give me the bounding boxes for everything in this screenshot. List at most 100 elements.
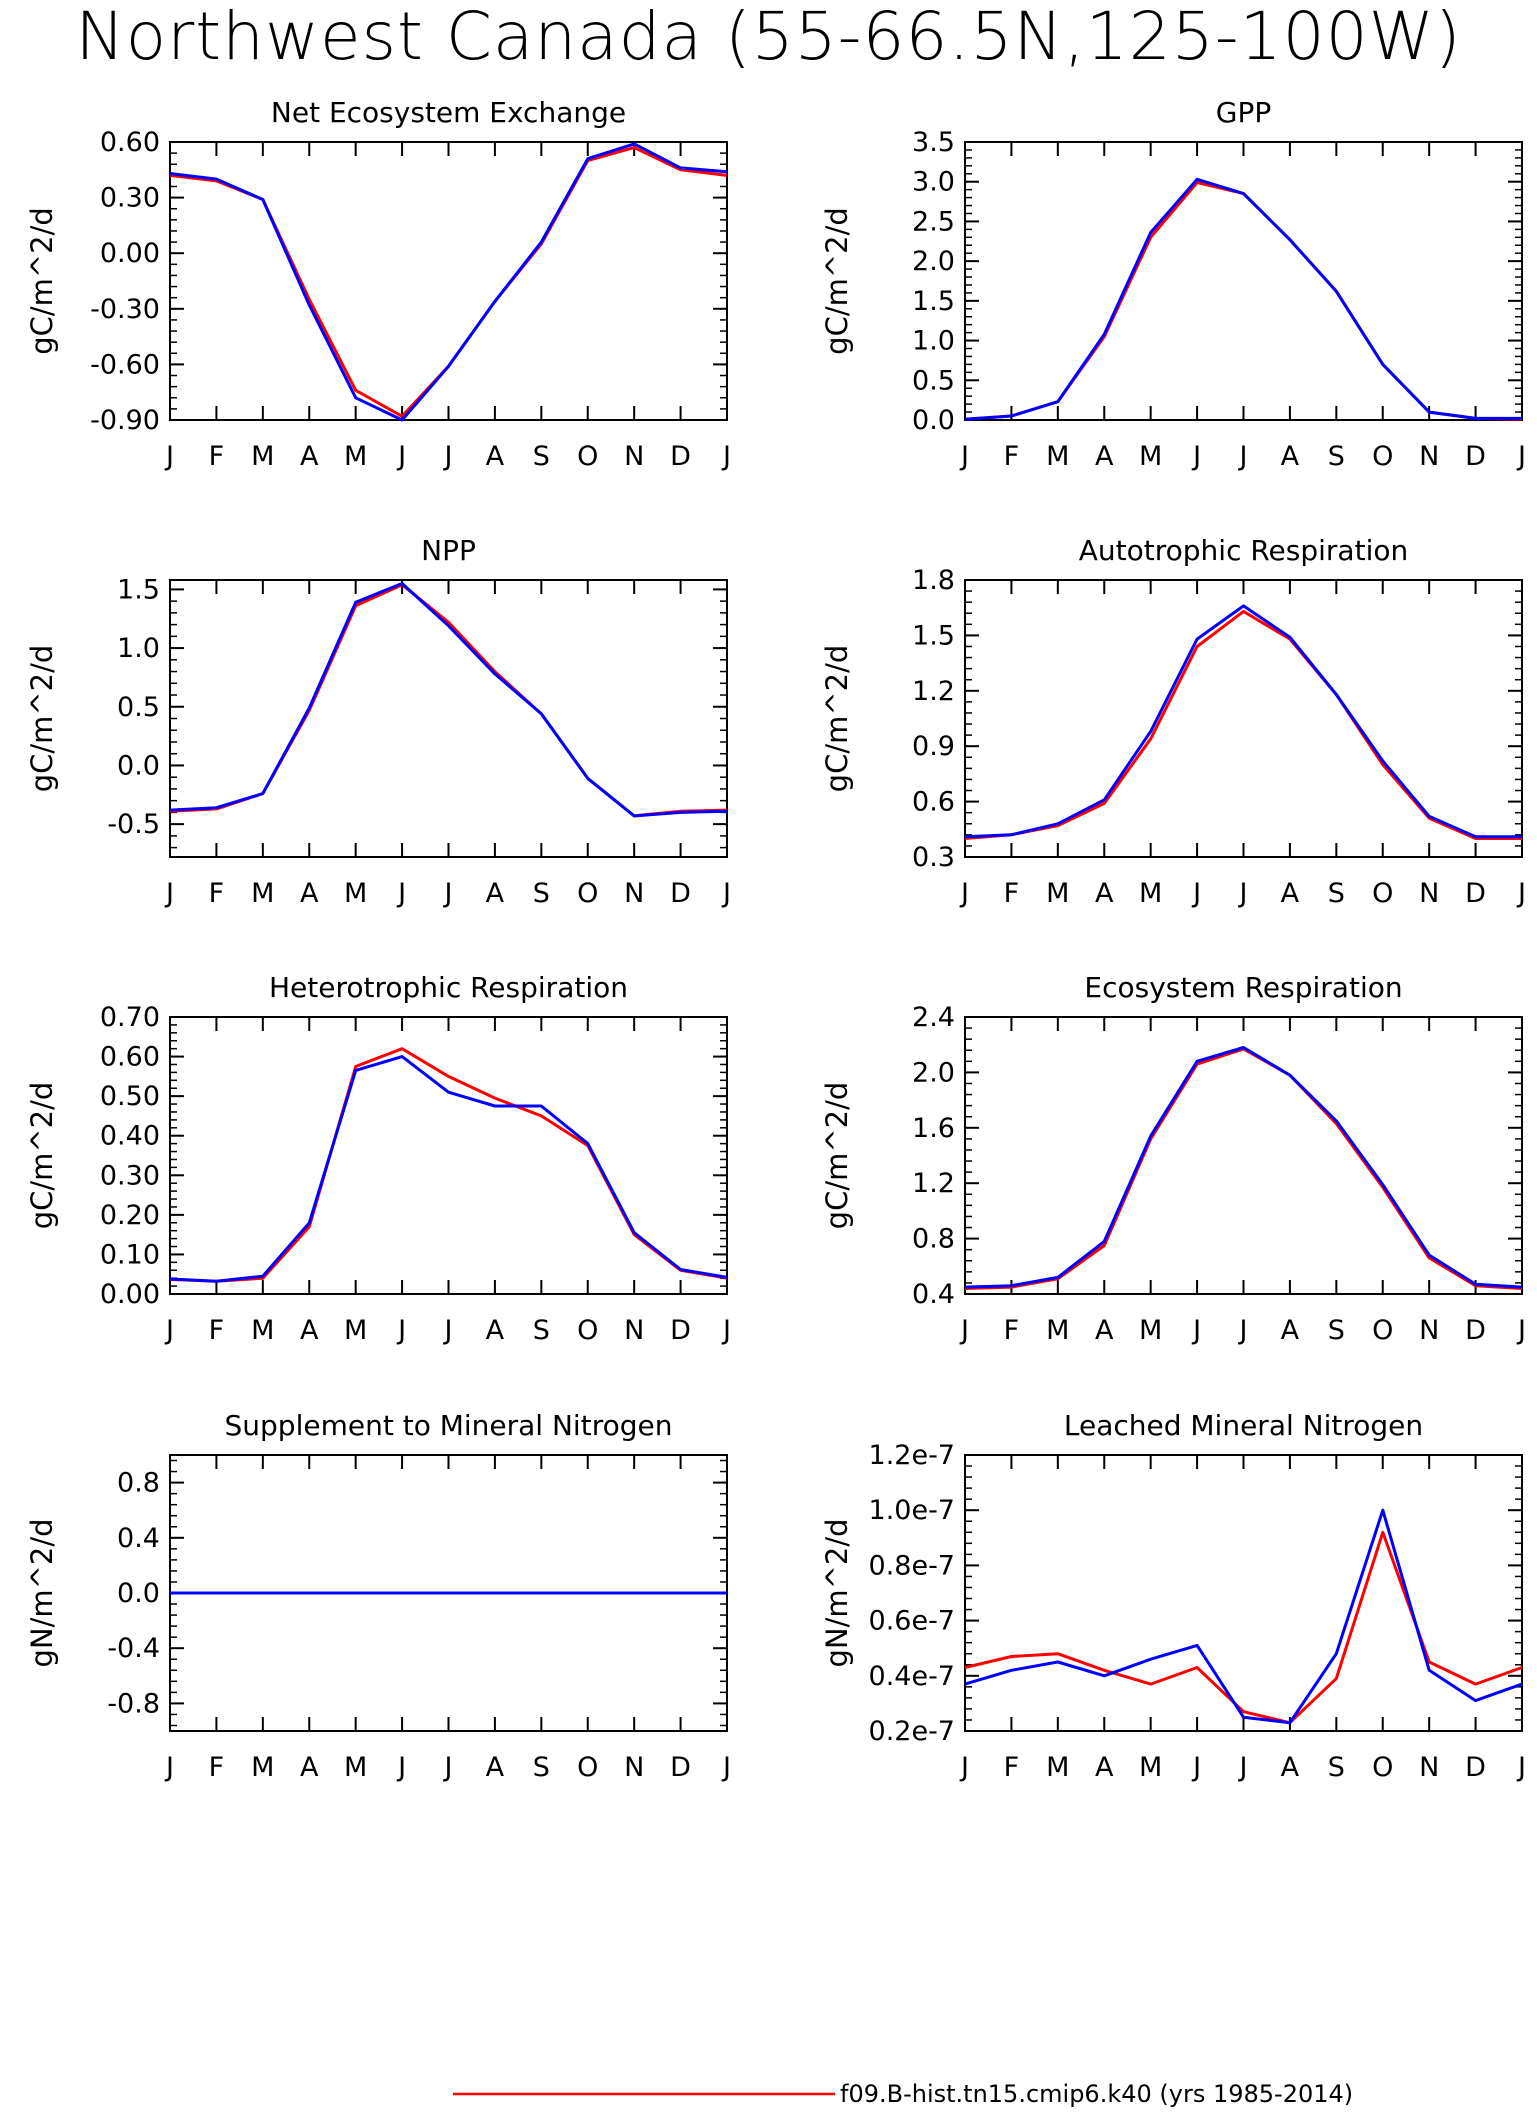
x-tick-label: J (1238, 441, 1248, 472)
x-tick-label: J (1191, 878, 1201, 909)
plot-frame (169, 141, 728, 421)
x-tick-label: A (300, 1315, 319, 1346)
x-tick-label: D (670, 441, 691, 472)
x-tick-label: A (486, 878, 505, 909)
x-tick-label: D (670, 1752, 691, 1783)
y-tick-label: -0.60 (90, 349, 160, 380)
x-tick-label: S (533, 1315, 550, 1346)
legend: f09.B-hist.tn15.cmip6.k40 (yrs 1985-2014… (453, 2080, 1353, 2108)
panel-title: Leached Mineral Nitrogen (1064, 1409, 1423, 1442)
x-tick-label: O (577, 1752, 598, 1783)
x-tick-label: O (1372, 1315, 1393, 1346)
x-tick-label: N (624, 878, 644, 909)
x-tick-label: A (1095, 441, 1114, 472)
plot-frame (964, 1016, 1523, 1295)
x-tick-label: A (1095, 1752, 1114, 1783)
x-tick-label: M (1046, 441, 1069, 472)
series-line-1 (169, 583, 728, 818)
y-tick-label: 0.10 (100, 1239, 160, 1270)
x-tick-label: O (1372, 1752, 1393, 1783)
x-tick-label: A (486, 1752, 505, 1783)
x-tick-label: J (1238, 1315, 1248, 1346)
x-tick-label: J (1191, 1315, 1201, 1346)
x-tick-label: J (443, 441, 453, 472)
y-axis-label: gC/m^2/d (820, 645, 854, 793)
x-tick-label: O (1372, 878, 1393, 909)
x-tick-label: M (344, 1315, 367, 1346)
panel-5: Heterotrophic Respiration 0.00 0.10 0.20 0.3… (25, 971, 731, 1346)
x-tick-label: S (533, 878, 550, 909)
series-line-2 (964, 1046, 1523, 1289)
y-tick-label: 0.70 (100, 1002, 160, 1033)
legend-label: f09.B-hist.tn15.cmip6.k40 (yrs 1985-2014… (840, 2080, 1353, 2108)
x-tick-label: A (1281, 1315, 1300, 1346)
x-tick-label: J (164, 878, 174, 909)
y-tick-label: 0.0 (117, 750, 160, 781)
x-tick-label: M (1139, 1315, 1162, 1346)
y-tick-label: 1.5 (912, 286, 955, 317)
panel-4: Autotrophic Respiration 0.3 0.6 0.9 1.2 1.5 1.… (820, 534, 1526, 909)
x-tick-label: F (1004, 441, 1020, 472)
x-tick-label: J (721, 1315, 731, 1346)
x-tick-label: J (1516, 1752, 1526, 1783)
x-tick-label: J (443, 878, 453, 909)
panel-title: Ecosystem Respiration (1084, 971, 1402, 1004)
x-tick-label: J (959, 1315, 969, 1346)
x-tick-label: J (1516, 878, 1526, 909)
x-tick-label: J (1191, 441, 1201, 472)
x-tick-label: J (1516, 441, 1526, 472)
panel-title: GPP (1216, 96, 1271, 129)
x-tick-label: J (164, 1752, 174, 1783)
series-line-1 (964, 1530, 1523, 1725)
x-tick-label: J (443, 1752, 453, 1783)
series-line-2 (169, 582, 728, 818)
x-tick-label: F (1004, 1315, 1020, 1346)
x-tick-label: A (1095, 878, 1114, 909)
x-tick-label: N (624, 1315, 644, 1346)
series-line-1 (964, 1047, 1523, 1290)
y-tick-label: 0.6e-7 (869, 1606, 955, 1637)
x-tick-label: D (1465, 1752, 1486, 1783)
y-axis-label: gC/m^2/d (25, 645, 59, 793)
series-line-2 (964, 1508, 1523, 1725)
y-tick-label: 0.6 (912, 787, 955, 818)
x-tick-label: M (344, 1752, 367, 1783)
x-tick-label: S (1328, 878, 1345, 909)
x-tick-label: M (1139, 878, 1162, 909)
x-tick-label: D (670, 878, 691, 909)
x-tick-label: A (1281, 1752, 1300, 1783)
x-tick-label: D (1465, 878, 1486, 909)
panel-7: Supplement to Mineral Nitrogen -0.8 -0.4 0.… (25, 1409, 731, 1783)
x-tick-label: S (1328, 1315, 1345, 1346)
x-tick-label: F (209, 1752, 225, 1783)
x-tick-label: A (1281, 878, 1300, 909)
panel-title: NPP (421, 534, 476, 567)
x-tick-label: F (1004, 878, 1020, 909)
x-tick-label: O (577, 878, 598, 909)
panel-title: Heterotrophic Respiration (269, 971, 628, 1004)
x-tick-label: A (300, 878, 319, 909)
x-tick-label: M (251, 1315, 274, 1346)
y-tick-label: 3.0 (912, 167, 955, 198)
y-tick-label: 0.4e-7 (869, 1661, 955, 1692)
series-line-1 (964, 181, 1523, 421)
y-tick-label: 1.0 (117, 633, 160, 664)
x-tick-label: S (1328, 1752, 1345, 1783)
x-tick-label: J (1238, 878, 1248, 909)
x-tick-label: A (1095, 1315, 1114, 1346)
x-tick-label: J (959, 1752, 969, 1783)
y-axis-label: gN/m^2/d (25, 1518, 59, 1667)
y-tick-label: 0.30 (100, 1160, 160, 1191)
x-tick-label: F (1004, 1752, 1020, 1783)
y-tick-label: 3.5 (912, 127, 955, 158)
page-title: Northwest Canada (55-66.5N,125-100W) (75, 0, 1462, 75)
series-line-1 (964, 609, 1522, 840)
panel-3: NPP-0.50.00.51.01.5J F M A M J J A S O N D JgC/m^2/d (25, 534, 731, 909)
y-tick-label: 0.40 (100, 1121, 160, 1152)
panel-6: Ecosystem Respiration 0.4 0.8 1.2 1.6 2.0 2.4 J… (820, 971, 1526, 1346)
y-tick-label: 2.5 (912, 206, 955, 237)
x-tick-label: N (1419, 441, 1439, 472)
series-line-1 (169, 1047, 728, 1283)
